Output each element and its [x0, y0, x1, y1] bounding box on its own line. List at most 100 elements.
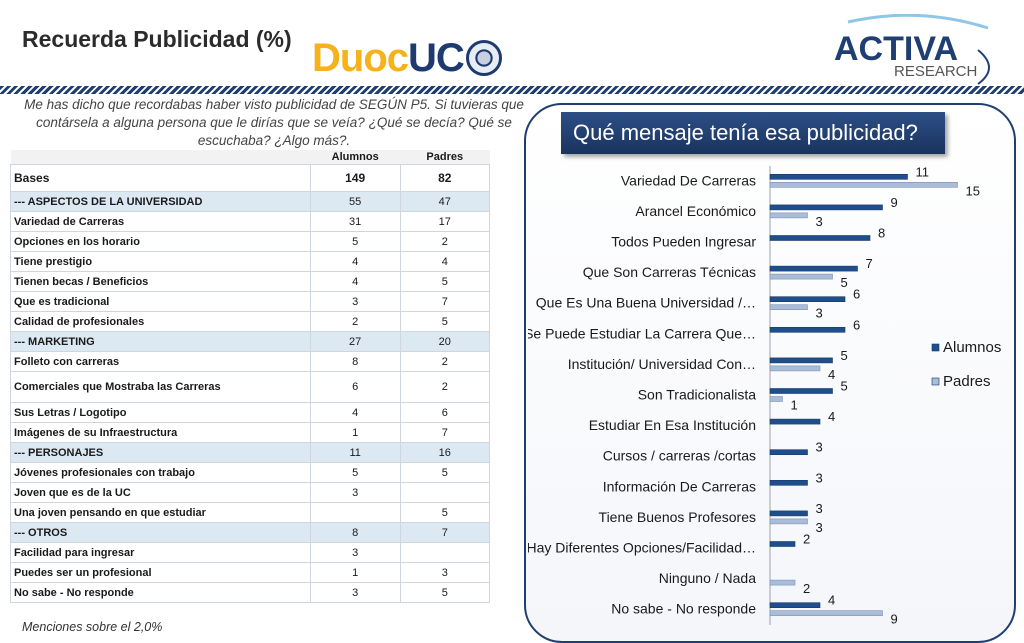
page-title: Recuerda Publicidad (%): [22, 26, 292, 52]
category-label: Hay Diferentes Opciones/Facilidad…: [528, 540, 756, 556]
legend-swatch-alumnos: [931, 343, 940, 352]
table-row: Bases 149 82: [10, 164, 491, 192]
chart-title: Qué mensaje tenía esa publicidad?: [561, 112, 945, 154]
uc-logo-text: UC: [408, 35, 465, 80]
data-label: 15: [966, 183, 980, 198]
row-alumnos-value: 4: [309, 271, 401, 292]
table-row: Facilidad para ingresar 3: [10, 542, 491, 563]
row-alumnos-value: 11: [309, 442, 401, 463]
row-padres-value: 5: [399, 271, 491, 292]
table-row: Opciones en los horario 5 2: [10, 231, 491, 252]
bar-alumnos: [769, 510, 808, 517]
bar-alumnos: [769, 235, 871, 241]
row-padres-value: 5: [399, 462, 491, 483]
row-label: --- OTROS: [10, 522, 311, 543]
row-alumnos-value: 4: [309, 251, 401, 272]
row-label: Puedes ser un profesional: [10, 562, 311, 583]
row-alumnos-value: 149: [309, 164, 401, 192]
row-label: Sus Letras / Logotipo: [10, 402, 311, 423]
row-padres-value: 4: [399, 251, 491, 272]
category-label: No sabe - No responde: [611, 601, 756, 617]
data-label: 5: [841, 348, 848, 363]
category-label: Ninguno / Nada: [659, 570, 757, 586]
row-alumnos-value: 55: [309, 191, 401, 212]
bar-padres: [769, 212, 808, 219]
row-alumnos-value: 1: [309, 422, 401, 443]
bar-padres: [769, 304, 808, 310]
row-padres-value: 20: [399, 331, 491, 352]
bar-padres: [769, 365, 821, 372]
table-row: Calidad de profesionales 2 5: [10, 311, 491, 332]
legend-label: Alumnos: [943, 339, 1001, 356]
row-label: Jóvenes profesionales con trabajo: [10, 462, 311, 483]
activa-research-logo: ACTIVA RESEARCH: [834, 14, 990, 85]
activa-logo-text: ACTIVA: [834, 30, 958, 68]
data-label: 4: [828, 367, 835, 382]
row-padres-value: 2: [399, 371, 491, 403]
row-label: Comerciales que Mostraba las Carreras: [10, 371, 311, 403]
table-row: Tienen becas / Beneficios 4 5: [10, 271, 491, 292]
data-label: 11: [916, 164, 930, 179]
footnote: Menciones sobre el 2,0%: [22, 620, 163, 634]
data-label: 3: [816, 214, 823, 229]
data-label: 3: [816, 520, 823, 535]
data-label: 3: [816, 306, 823, 321]
category-label: Cursos / carreras /cortas: [603, 448, 756, 464]
row-label: Variedad de Carreras: [10, 211, 311, 232]
bar-alumnos: [769, 265, 858, 272]
row-alumnos-value: 3: [309, 482, 401, 503]
category-label: Que Son Carreras Técnicas: [583, 264, 756, 280]
data-label: 9: [891, 612, 898, 627]
table-header-row: Alumnos Padres: [10, 150, 490, 165]
row-label: Facilidad para ingresar: [10, 542, 311, 563]
row-padres-value: 7: [399, 422, 491, 443]
row-label: --- PERSONAJES: [10, 442, 311, 463]
row-padres-value: 5: [399, 582, 491, 603]
bar-alumnos: [769, 204, 883, 211]
data-label: 5: [841, 379, 848, 394]
row-alumnos-value: 5: [309, 231, 401, 252]
table-row: --- PERSONAJES 11 16: [10, 442, 491, 463]
bar-alumnos: [769, 296, 846, 302]
header-divider: [0, 86, 1024, 94]
question-text: Me has dicho que recordabas haber visto …: [24, 97, 524, 148]
legend-label: Padres: [943, 373, 991, 390]
row-label: Tiene prestigio: [10, 251, 311, 272]
row-padres-value: 7: [399, 291, 491, 312]
row-label: Tienen becas / Beneficios: [10, 271, 311, 292]
row-padres-value: 47: [399, 191, 491, 212]
row-alumnos-value: 3: [309, 582, 401, 603]
data-label: 4: [828, 593, 835, 608]
row-padres-value: [399, 482, 491, 503]
row-alumnos-value: 3: [309, 542, 401, 563]
row-alumnos-value: 2: [309, 311, 401, 332]
research-logo-text: RESEARCH: [894, 63, 977, 80]
category-label: Tiene Buenos Profesores: [599, 509, 756, 525]
row-alumnos-value: 4: [309, 402, 401, 423]
row-padres-value: 82: [399, 164, 491, 192]
row-alumnos-value: 8: [309, 351, 401, 372]
table-row: Una joven pensando en que estudiar 5: [10, 502, 491, 523]
bar-alumnos: [769, 602, 821, 609]
table-row: Puedes ser un profesional 1 3: [10, 562, 491, 583]
category-label: Son Tradicionalista: [638, 387, 757, 403]
table-row: Variedad de Carreras 31 17: [10, 211, 491, 232]
category-label: Se Puede Estudiar La Carrera Que…: [528, 325, 756, 341]
row-label: Calidad de profesionales: [10, 311, 311, 332]
row-padres-value: 3: [399, 562, 491, 583]
category-label: Arancel Económico: [635, 203, 756, 219]
row-label: Imágenes de su Infraestructura: [10, 422, 311, 443]
row-label: Joven que es de la UC: [10, 482, 311, 503]
bar-alumnos: [769, 449, 808, 456]
bar-alumnos: [769, 388, 833, 394]
table-row: --- MARKETING 27 20: [10, 331, 491, 352]
table-row: --- OTROS 8 7: [10, 522, 491, 543]
row-alumnos-value: 5: [309, 462, 401, 483]
row-padres-value: 2: [399, 231, 491, 252]
row-padres-value: 5: [399, 311, 491, 332]
data-label: 3: [816, 440, 823, 455]
row-alumnos-value: 31: [309, 211, 401, 232]
category-label: Todos Pueden Ingresar: [611, 234, 756, 250]
row-alumnos-value: 27: [309, 331, 401, 352]
